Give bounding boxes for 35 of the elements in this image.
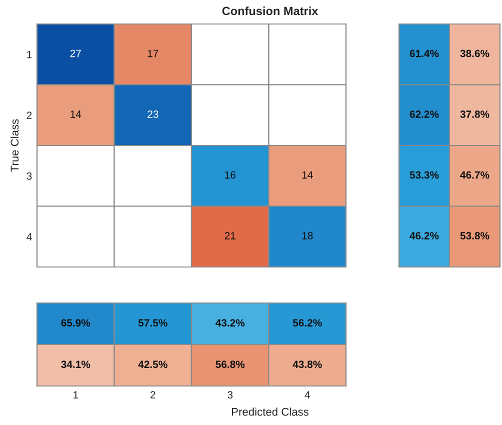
data-label: 53.8% bbox=[460, 232, 490, 240]
data-label: 43.8% bbox=[292, 360, 322, 368]
data-label: 14 bbox=[70, 110, 82, 118]
data-label: 57.5% bbox=[138, 319, 168, 327]
y-tick-label: 3 bbox=[26, 172, 32, 180]
data-label: 27 bbox=[70, 50, 81, 58]
data-label: 34.1% bbox=[61, 360, 90, 368]
data-label: 46.7% bbox=[460, 171, 490, 179]
data-label: 56.2% bbox=[292, 319, 322, 327]
data-label: 53.3% bbox=[410, 171, 439, 179]
y-tick-label: 4 bbox=[26, 233, 32, 240]
data-label: 42.5% bbox=[138, 360, 168, 368]
x-axis-title: Predicted Class bbox=[232, 408, 309, 416]
data-label: 65.9% bbox=[61, 319, 90, 327]
data-label: 23 bbox=[148, 110, 158, 118]
y-axis-title: True Class bbox=[10, 119, 19, 172]
chart-title: Confusion Matrix bbox=[222, 6, 318, 16]
data-label: 43.2% bbox=[216, 319, 245, 327]
x-tick-label: 2 bbox=[150, 391, 156, 398]
data-label: 56.8% bbox=[216, 360, 245, 368]
data-label: 61.4% bbox=[410, 50, 439, 58]
y-tick-label: 2 bbox=[26, 112, 32, 119]
x-tick-label: 3 bbox=[228, 391, 233, 399]
data-label: 46.2% bbox=[410, 232, 439, 240]
data-label: 17 bbox=[148, 50, 158, 58]
data-label: 38.6% bbox=[460, 50, 490, 58]
y-tick-label: 1 bbox=[27, 50, 32, 58]
data-label: 37.8% bbox=[460, 110, 490, 118]
data-label: 16 bbox=[225, 171, 236, 179]
data-label: 18 bbox=[302, 232, 313, 240]
data-label: 62.2% bbox=[410, 110, 439, 118]
x-tick-label: 4 bbox=[304, 391, 310, 398]
data-label: 21 bbox=[224, 232, 236, 240]
x-tick-label: 1 bbox=[74, 391, 78, 398]
data-label: 14 bbox=[302, 171, 313, 179]
